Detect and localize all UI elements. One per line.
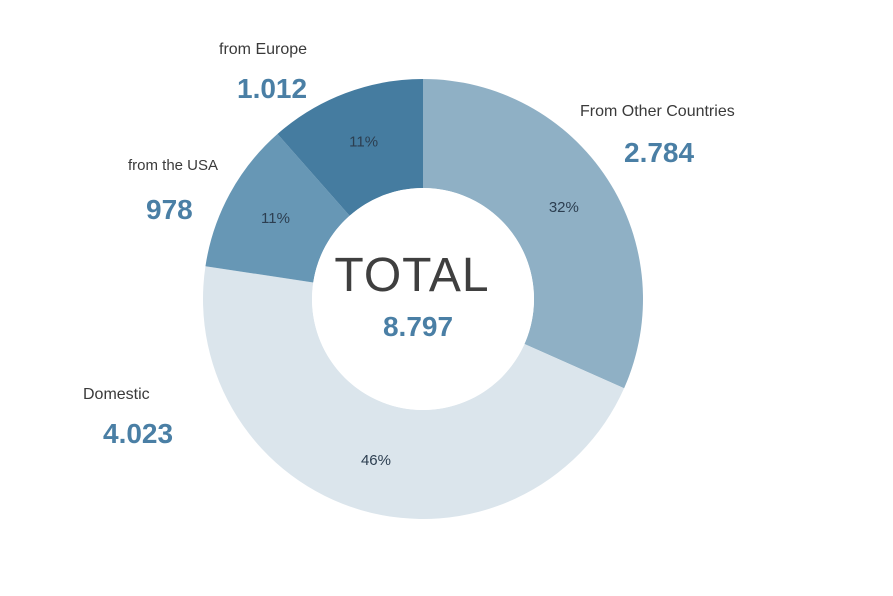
legend-value-usa: 978 (146, 194, 193, 225)
donut-slice-europe (277, 79, 423, 216)
legend-label-other-countries: From Other Countries (580, 103, 735, 120)
center-title: TOTAL (334, 249, 490, 302)
percent-labels: 32% 46% 11% 11% (261, 133, 579, 468)
donut-slice-domestic (203, 266, 625, 519)
legend-label-domestic: Domestic (83, 386, 150, 403)
percent-label-usa: 11% (261, 210, 290, 227)
legend-value-other-countries: 2.784 (624, 137, 695, 168)
percent-label-europe: 11% (349, 133, 378, 150)
legend-value-europe: 1.012 (237, 73, 308, 104)
legend-value-domestic: 4.023 (103, 418, 174, 449)
donut-slice-usa (205, 134, 350, 283)
legend-label-usa: from the USA (128, 157, 219, 174)
donut-slices (203, 79, 643, 519)
legend-label-europe: from Europe (219, 41, 308, 58)
donut-hole (312, 188, 534, 410)
percent-label-other-countries: 32% (549, 199, 579, 216)
center-total-value: 8.797 (382, 311, 454, 342)
donut-slice-other-countries (423, 79, 643, 389)
percent-label-domestic: 46% (361, 452, 391, 469)
